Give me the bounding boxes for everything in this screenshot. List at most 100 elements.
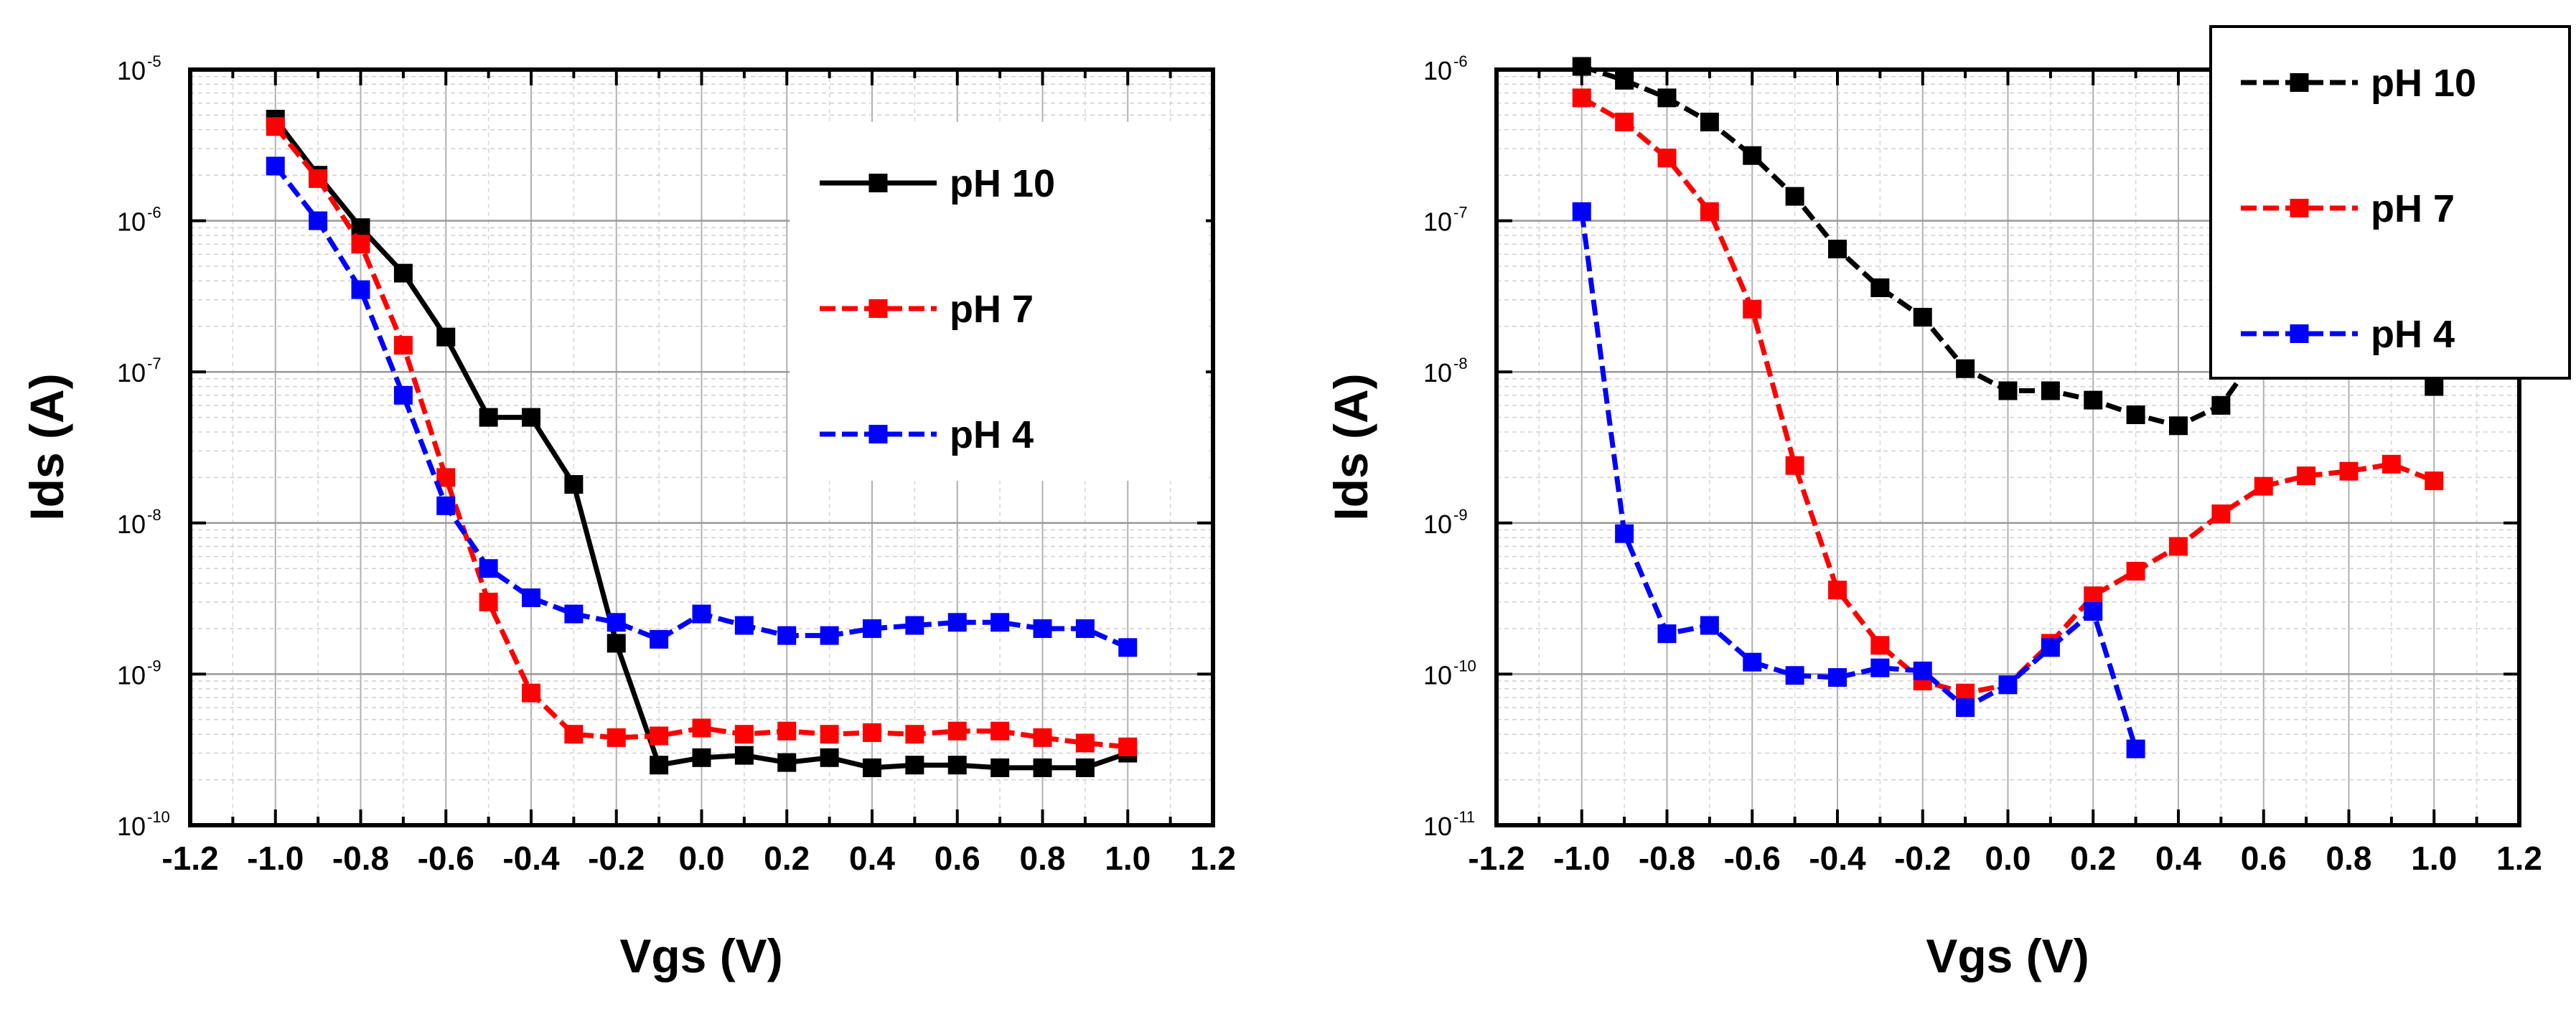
data-point-ph10 bbox=[1998, 381, 2018, 400]
data-point-ph10 bbox=[564, 475, 584, 494]
data-point-ph10 bbox=[990, 758, 1010, 777]
x-tick-label: 1.0 bbox=[1105, 840, 1151, 877]
data-point-ph10 bbox=[905, 756, 924, 775]
x-tick-label: -0.4 bbox=[1809, 840, 1866, 877]
y-tick-label: 10 -5 bbox=[117, 52, 161, 85]
x-tick-label: 0.4 bbox=[2155, 840, 2201, 877]
chart-left-x-tick-labels: -1.2 -1.0 -0.8 -0.6 -0.4 -0.2 0.0 0.2 0.4 0.6 0.8 1… bbox=[161, 840, 1236, 877]
data-point-ph4 bbox=[266, 156, 285, 176]
data-point-ph7 bbox=[2339, 461, 2359, 481]
data-point-ph10 bbox=[393, 263, 413, 283]
x-tick-label: -1.0 bbox=[247, 840, 304, 877]
data-point-ph7 bbox=[990, 721, 1010, 741]
x-tick-label: 0.8 bbox=[2326, 840, 2372, 877]
y-tick-label-exponent: -11 bbox=[1453, 808, 1475, 826]
data-point-ph10 bbox=[734, 746, 754, 765]
chart-left: -1.2 -1.0 -0.8 -0.6 -0.4 -0.2 0.0 0.2 0.4 0.6 0.8 1… bbox=[20, 52, 1236, 982]
data-point-ph10 bbox=[1870, 278, 1890, 298]
y-tick-label-base: 10 bbox=[1423, 56, 1452, 85]
x-tick-label: 0.0 bbox=[679, 840, 725, 877]
chart-right-y-axis-title: Ids (A) bbox=[1324, 373, 1377, 520]
data-point-ph7 bbox=[309, 169, 328, 188]
y-tick-label-base: 10 bbox=[117, 812, 146, 841]
data-point-ph7 bbox=[1700, 202, 1719, 221]
data-point-ph7 bbox=[1615, 113, 1634, 132]
y-tick-label-base: 10 bbox=[117, 56, 146, 85]
data-point-ph4 bbox=[1033, 619, 1052, 639]
data-point-ph4 bbox=[1956, 698, 1975, 718]
data-point-ph7 bbox=[734, 725, 754, 744]
data-point-ph7 bbox=[2297, 466, 2316, 486]
x-tick-label: -0.8 bbox=[1639, 840, 1695, 877]
y-tick-label-base: 10 bbox=[117, 510, 146, 539]
y-tick-label-base: 10 bbox=[117, 358, 146, 388]
data-point-ph7 bbox=[650, 726, 669, 746]
data-point-ph4 bbox=[1700, 616, 1719, 635]
y-tick-label: 10 -10 bbox=[117, 808, 170, 841]
y-tick-label: 10 -10 bbox=[1423, 657, 1476, 690]
legend-marker bbox=[2290, 324, 2309, 343]
chart-right-x-tick-labels: -1.2 -1.0 -0.8 -0.6 -0.4 -0.2 0.0 0.2 0.4 0.6 0.8 1… bbox=[1468, 840, 2542, 877]
chart-right-legend: pH 10 pH 7 pH 4 bbox=[2209, 25, 2571, 380]
data-point-ph10 bbox=[522, 408, 540, 427]
data-point-ph4 bbox=[1785, 666, 1804, 685]
data-point-ph10 bbox=[2084, 390, 2103, 410]
data-point-ph10 bbox=[1828, 240, 1847, 259]
data-point-ph4 bbox=[436, 496, 456, 515]
x-tick-label: 0.2 bbox=[764, 840, 810, 877]
data-point-ph4 bbox=[606, 613, 626, 632]
x-tick-label: -1.0 bbox=[1553, 840, 1610, 877]
legend-marker bbox=[868, 299, 888, 318]
y-tick-label-exponent: -10 bbox=[147, 808, 170, 826]
y-tick-label-exponent: -10 bbox=[1453, 657, 1476, 675]
data-point-ph4 bbox=[990, 613, 1010, 632]
y-tick-label: 10 -9 bbox=[117, 657, 161, 690]
data-point-ph10 bbox=[2041, 381, 2060, 400]
data-point-ph4 bbox=[351, 280, 370, 299]
data-point-ph4 bbox=[1913, 661, 1932, 680]
chart-left-ticks bbox=[189, 68, 1214, 827]
data-point-ph7 bbox=[1572, 88, 1591, 108]
data-point-ph10 bbox=[606, 634, 626, 653]
x-tick-label: -0.2 bbox=[588, 840, 645, 877]
data-point-ph4 bbox=[734, 616, 754, 635]
y-tick-label-base: 10 bbox=[117, 207, 146, 237]
x-tick-label: -1.2 bbox=[161, 840, 218, 877]
data-point-ph10 bbox=[2169, 416, 2188, 436]
data-point-ph7 bbox=[1828, 581, 1847, 600]
x-tick-label: 0.0 bbox=[1985, 840, 2031, 877]
data-point-ph10 bbox=[777, 753, 797, 772]
data-point-ph7 bbox=[2381, 454, 2401, 474]
data-point-ph10 bbox=[2211, 395, 2231, 415]
chart-right: -1.2 -1.0 -0.8 -0.6 -0.4 -0.2 0.0 0.2 0.4 0.6 0.8 1… bbox=[1324, 25, 2571, 982]
data-point-ph4 bbox=[1998, 675, 2018, 695]
y-tick-label-exponent: -9 bbox=[1453, 506, 1468, 524]
legend-label: pH 10 bbox=[2371, 62, 2476, 105]
data-point-ph7 bbox=[606, 728, 626, 747]
data-point-ph4 bbox=[1870, 658, 1890, 677]
data-point-ph4 bbox=[393, 385, 413, 405]
data-point-ph4 bbox=[650, 629, 669, 649]
x-tick-label: 0.4 bbox=[849, 840, 895, 877]
data-point-ph7 bbox=[2126, 561, 2145, 581]
data-point-ph4 bbox=[1572, 202, 1591, 221]
legend-label: pH 7 bbox=[2371, 187, 2455, 230]
x-tick-label: 1.2 bbox=[1190, 840, 1236, 877]
data-point-ph4 bbox=[1743, 652, 1762, 672]
y-tick-label-exponent: -7 bbox=[147, 354, 161, 372]
data-point-ph7 bbox=[393, 336, 413, 355]
legend-marker bbox=[868, 174, 888, 192]
x-tick-label: -1.2 bbox=[1468, 840, 1524, 877]
data-point-ph7 bbox=[2254, 476, 2273, 496]
data-point-ph4 bbox=[2084, 602, 2103, 621]
data-point-ph10 bbox=[1913, 308, 1932, 327]
y-tick-label: 10 -7 bbox=[1423, 204, 1468, 237]
data-point-ph7 bbox=[863, 723, 881, 742]
data-point-ph10 bbox=[947, 756, 967, 775]
data-point-ph7 bbox=[564, 725, 584, 744]
data-point-ph7 bbox=[947, 721, 967, 741]
data-point-ph7 bbox=[1033, 728, 1052, 747]
y-tick-label: 10 -9 bbox=[1423, 506, 1468, 539]
data-point-ph10 bbox=[1700, 113, 1719, 132]
